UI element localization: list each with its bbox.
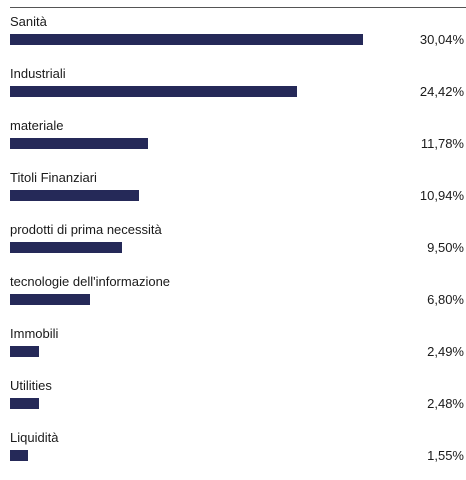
bar xyxy=(10,138,148,149)
value-label: 11,78% xyxy=(420,136,464,151)
category-label: Industriali xyxy=(10,66,66,81)
category-label: Titoli Finanziari xyxy=(10,170,97,185)
value-label: 10,94% xyxy=(419,188,464,203)
sector-allocation-chart: Sanità 30,04% Industriali 24,42% materiale 11… xyxy=(0,14,466,463)
value-label: 2,49% xyxy=(427,344,464,359)
value-label: 9,50% xyxy=(427,240,464,255)
bar-row: tecnologie dell'informazione 6,80% xyxy=(0,274,466,324)
bar xyxy=(10,86,297,97)
value-label: 24,42% xyxy=(419,84,464,99)
bar xyxy=(10,346,39,357)
bar-row: materiale 11,78% xyxy=(0,118,466,168)
bar-row: Sanità 30,04% xyxy=(0,14,466,64)
category-label: Liquidità xyxy=(10,430,59,445)
bar xyxy=(10,398,39,409)
bar-row: Utilities 2,48% xyxy=(0,378,466,428)
category-label: prodotti di prima necessità xyxy=(10,222,162,237)
category-label: Immobili xyxy=(10,326,59,341)
bar xyxy=(10,242,122,253)
bar xyxy=(10,190,139,201)
bar-row: Industriali 24,42% xyxy=(0,66,466,116)
value-label: 6,80% xyxy=(427,292,464,307)
bar-row: Titoli Finanziari 10,94% xyxy=(0,170,466,220)
category-label: Sanità xyxy=(10,14,47,29)
category-label: materiale xyxy=(10,118,64,133)
category-label: Utilities xyxy=(10,378,52,393)
bar-row: prodotti di prima necessità 9,50% xyxy=(0,222,466,272)
bar xyxy=(10,34,363,45)
category-label: tecnologie dell'informazione xyxy=(10,274,171,289)
top-rule xyxy=(10,7,466,8)
bar-row: Liquidità 1,55% xyxy=(0,430,466,480)
bar xyxy=(10,294,90,305)
value-label: 1,55% xyxy=(427,448,464,463)
bar-row: Immobili 2,49% xyxy=(0,326,466,376)
value-label: 30,04% xyxy=(419,32,464,47)
value-label: 2,48% xyxy=(427,396,464,411)
bar xyxy=(10,450,28,461)
